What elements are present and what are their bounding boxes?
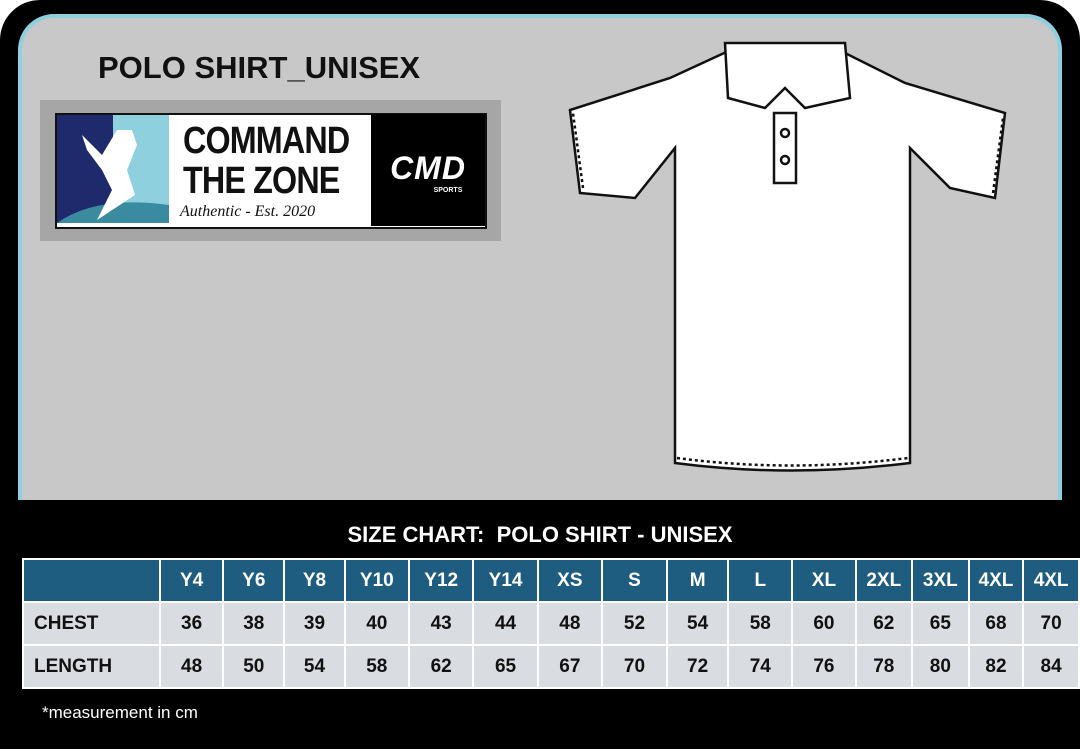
cell: 40 [343,601,410,646]
cell: 60 [791,601,857,646]
size-header: XL [791,558,857,603]
cell: 38 [222,601,286,646]
header-row: Y4 Y6 Y8 Y10 Y12 Y14 XS S M L XL 2XL 3XL 4XL 4XL [22,558,1080,603]
size-header: Y12 [407,558,475,603]
cell: 43 [407,601,475,646]
brand: CMD [390,150,466,186]
cell: 65 [472,644,539,689]
cell: 68 [967,601,1025,646]
data-row: CHEST 36 38 39 40 43 44 48 52 54 58 60 62 65 68 70 [22,601,1080,646]
table-title: SIZE CHART: POLO SHIRT - UNISEX [347,522,733,547]
cell: 52 [600,601,669,646]
cell: 36 [158,601,225,646]
row-label: CHEST [22,601,161,646]
row-label: LENGTH [22,644,161,689]
size-header: XS [536,558,603,603]
size-header: Y4 [158,558,225,603]
pitcher-icon [57,115,169,223]
size-header: 4XL [967,558,1025,603]
cell: 62 [407,644,475,689]
logo-text: THE ZONE [183,160,340,202]
cell: 72 [666,644,730,689]
cell: 74 [727,644,794,689]
size-header: Y8 [283,558,346,603]
data-row: LENGTH 48 50 54 58 62 65 67 70 72 74 76 78 80 82 84 [22,644,1080,689]
shirt-drawing [568,41,1007,472]
cell: 76 [791,644,857,689]
size-header: Y10 [343,558,410,603]
logo-text: COMMAND [183,120,350,162]
size-header: 3XL [911,558,970,603]
cell: 84 [1022,644,1080,689]
size-header: S [600,558,669,603]
cell: 65 [911,601,970,646]
cell: 48 [158,644,225,689]
cell: 67 [536,644,603,689]
cell: 62 [854,601,914,646]
corner-cell [22,558,161,603]
footnote: *measurement in cm [42,703,198,722]
brand-sub: SPORTS [433,187,463,194]
cell: 82 [967,644,1025,689]
size-table: Y4 Y6 Y8 Y10 Y12 Y14 XS S M L XL 2XL 3XL 4XL 4XL CHEST 3… [22,558,1080,689]
cell: 58 [343,644,410,689]
cell: 54 [283,644,346,689]
cell: 48 [536,601,603,646]
size-header: Y6 [222,558,286,603]
logo-tagline: Authentic - Est. 2020 [180,203,316,220]
cell: 58 [727,601,794,646]
cell: 50 [222,644,286,689]
title: POLO SHIRT_UNISEX [98,50,421,85]
size-header: 2XL [854,558,914,603]
cell: 54 [666,601,730,646]
size-header: Y14 [472,558,539,603]
size-header: M [666,558,730,603]
cell: 78 [854,644,914,689]
cell: 80 [911,644,970,689]
cell: 70 [1022,601,1080,646]
cell: 39 [283,601,346,646]
cell: 70 [600,644,669,689]
size-header: L [727,558,794,603]
size-header: 4XL [1022,558,1080,603]
brand-box: CMD SPORTS [371,114,485,226]
cell: 44 [472,601,539,646]
